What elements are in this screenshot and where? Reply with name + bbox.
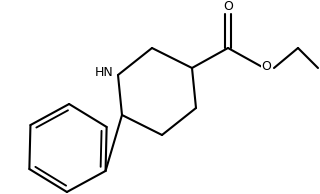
Text: O: O (261, 60, 271, 73)
Text: O: O (223, 0, 233, 12)
Text: HN: HN (95, 67, 113, 80)
